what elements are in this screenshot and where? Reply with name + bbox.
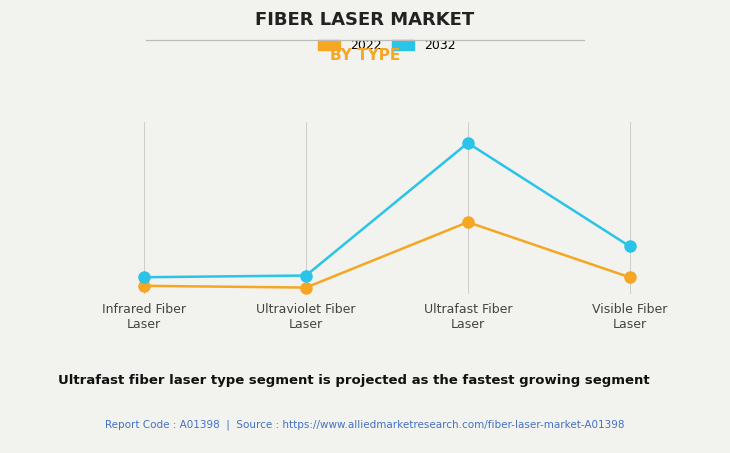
Text: Ultrafast fiber laser type segment is projected as the fastest growing segment: Ultrafast fiber laser type segment is pr… (58, 374, 650, 387)
Legend: 2022, 2032: 2022, 2032 (318, 39, 456, 52)
Text: FIBER LASER MARKET: FIBER LASER MARKET (255, 11, 474, 29)
Text: BY TYPE: BY TYPE (330, 48, 400, 63)
Text: Report Code : A01398  |  Source : https://www.alliedmarketresearch.com/fiber-las: Report Code : A01398 | Source : https://… (105, 419, 625, 429)
